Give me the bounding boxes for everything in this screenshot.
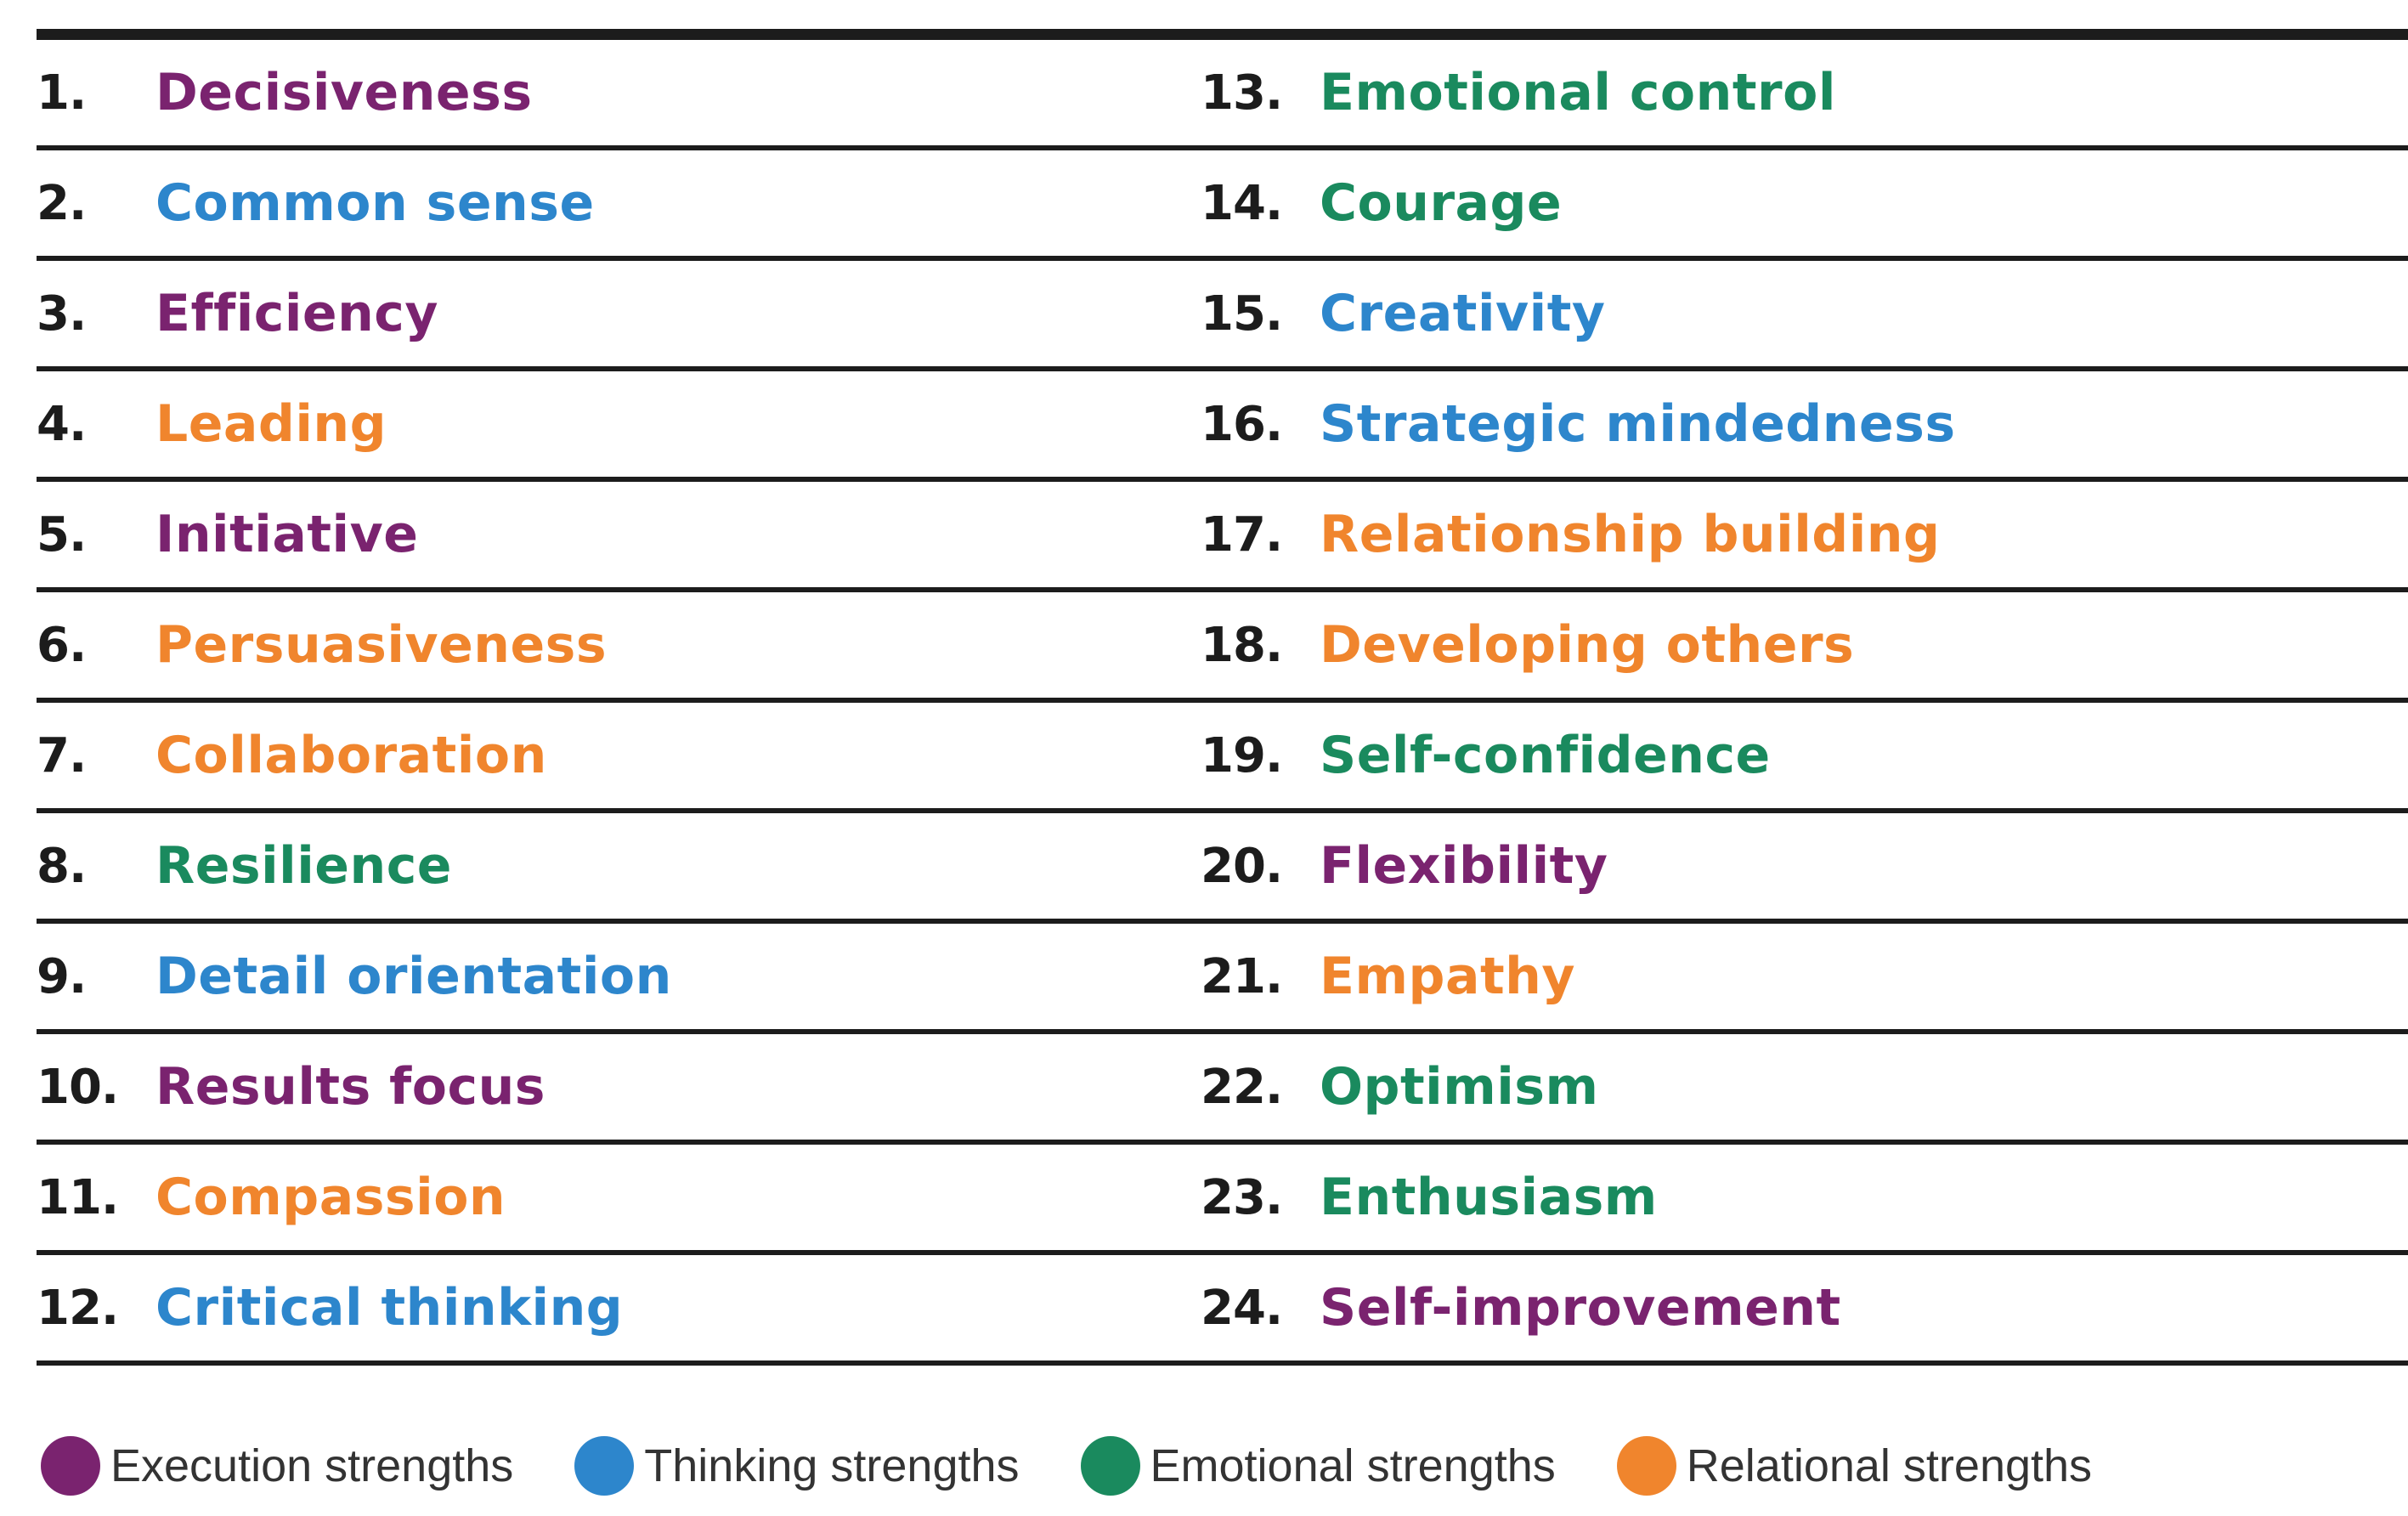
rank-number: 23. bbox=[1201, 1169, 1283, 1225]
strength-row: 2. Common sense bbox=[37, 150, 1201, 261]
rank-number: 9. bbox=[37, 948, 87, 1004]
legend-item-thinking: Thinking strengths bbox=[574, 1436, 1020, 1496]
rank-number: 8. bbox=[37, 838, 87, 894]
strength-label: Efficiency bbox=[155, 284, 438, 343]
strength-row: 20. Flexibility bbox=[1201, 813, 2408, 924]
strength-row: 15. Creativity bbox=[1201, 261, 2408, 371]
strength-row: 6. Persuasiveness bbox=[37, 592, 1201, 703]
rank-number: 4. bbox=[37, 396, 87, 452]
strength-label: Developing others bbox=[1320, 615, 1855, 675]
top-rule bbox=[37, 29, 1201, 40]
legend-label: Emotional strengths bbox=[1150, 1440, 1556, 1491]
rank-number: 19. bbox=[1201, 727, 1283, 783]
rank-number: 2. bbox=[37, 175, 87, 231]
rank-number: 16. bbox=[1201, 396, 1283, 452]
strength-label: Emotional control bbox=[1320, 63, 1836, 122]
rank-number: 22. bbox=[1201, 1059, 1283, 1115]
strength-row: 4. Leading bbox=[37, 371, 1201, 482]
strength-label: Self-improvement bbox=[1320, 1278, 1841, 1338]
strength-label: Self-confidence bbox=[1320, 726, 1771, 785]
strength-row: 18. Developing others bbox=[1201, 592, 2408, 703]
strengths-column-right: 13. Emotional control 14. Courage 15. Creativ… bbox=[1201, 29, 2408, 1366]
strength-row: 5. Initiative bbox=[37, 482, 1201, 592]
strength-row: 12. Critical thinking bbox=[37, 1255, 1201, 1366]
rank-number: 20. bbox=[1201, 838, 1283, 894]
rank-number: 13. bbox=[1201, 65, 1283, 121]
legend: Execution strengths Thinking strengths Emo… bbox=[41, 1436, 2153, 1496]
rank-number: 14. bbox=[1201, 175, 1283, 231]
strength-row: 13. Emotional control bbox=[1201, 40, 2408, 150]
strength-row: 9. Detail orientation bbox=[37, 924, 1201, 1034]
strength-row: 14. Courage bbox=[1201, 150, 2408, 261]
rank-number: 24. bbox=[1201, 1280, 1283, 1336]
rank-number: 17. bbox=[1201, 506, 1283, 563]
strength-label: Decisiveness bbox=[155, 63, 533, 122]
strength-label: Courage bbox=[1320, 173, 1563, 233]
legend-label: Relational strengths bbox=[1686, 1440, 2093, 1491]
strength-label: Enthusiasm bbox=[1320, 1168, 1658, 1227]
legend-item-relational: Relational strengths bbox=[1616, 1436, 2093, 1496]
legend-item-emotional: Emotional strengths bbox=[1080, 1436, 1556, 1496]
legend-dot-icon bbox=[574, 1436, 635, 1496]
strength-label: Initiative bbox=[155, 505, 419, 564]
rank-number: 7. bbox=[37, 727, 87, 783]
strength-label: Flexibility bbox=[1320, 836, 1608, 896]
legend-dot-icon bbox=[1616, 1436, 1676, 1496]
strength-label: Resilience bbox=[155, 836, 452, 896]
strength-label: Collaboration bbox=[155, 726, 547, 785]
strength-label: Persuasiveness bbox=[155, 615, 608, 675]
strength-row: 24. Self-improvement bbox=[1201, 1255, 2408, 1366]
strength-label: Relationship building bbox=[1320, 505, 1941, 564]
strength-row: 8. Resilience bbox=[37, 813, 1201, 924]
rank-number: 18. bbox=[1201, 617, 1283, 673]
rank-number: 21. bbox=[1201, 948, 1283, 1004]
rank-number: 12. bbox=[37, 1280, 119, 1336]
legend-label: Execution strengths bbox=[110, 1440, 514, 1491]
strength-label: Creativity bbox=[1320, 284, 1606, 343]
strength-row: 21. Empathy bbox=[1201, 924, 2408, 1034]
strength-label: Empathy bbox=[1320, 947, 1575, 1006]
strength-row: 11. Compassion bbox=[37, 1145, 1201, 1255]
strength-row: 22. Optimism bbox=[1201, 1034, 2408, 1145]
strength-label: Compassion bbox=[155, 1168, 506, 1227]
strength-row: 7. Collaboration bbox=[37, 703, 1201, 813]
strength-label: Optimism bbox=[1320, 1057, 1599, 1117]
top-rule bbox=[1201, 29, 2408, 40]
strength-label: Leading bbox=[155, 394, 387, 454]
strength-row: 16. Strategic mindedness bbox=[1201, 371, 2408, 482]
rank-number: 15. bbox=[1201, 286, 1283, 342]
rank-number: 6. bbox=[37, 617, 87, 673]
rank-number: 10. bbox=[37, 1059, 119, 1115]
strength-label: Critical thinking bbox=[155, 1278, 624, 1338]
legend-dot-icon bbox=[41, 1436, 100, 1496]
rank-number: 3. bbox=[37, 286, 87, 342]
strength-row: 3. Efficiency bbox=[37, 261, 1201, 371]
rank-number: 5. bbox=[37, 506, 87, 563]
legend-item-execution: Execution strengths bbox=[41, 1436, 513, 1496]
strength-label: Detail orientation bbox=[155, 947, 672, 1006]
strength-row: 23. Enthusiasm bbox=[1201, 1145, 2408, 1255]
strength-row: 19. Self-confidence bbox=[1201, 703, 2408, 813]
legend-label: Thinking strengths bbox=[644, 1440, 1020, 1491]
strength-label: Common sense bbox=[155, 173, 595, 233]
legend-dot-icon bbox=[1080, 1436, 1140, 1496]
strength-row: 1. Decisiveness bbox=[37, 40, 1201, 150]
strength-row: 17. Relationship building bbox=[1201, 482, 2408, 592]
rank-number: 11. bbox=[37, 1169, 119, 1225]
strength-label: Results focus bbox=[155, 1057, 545, 1117]
strengths-column-left: 1. Decisiveness 2. Common sense 3. Efficiency… bbox=[37, 29, 1201, 1366]
rank-number: 1. bbox=[37, 65, 87, 121]
strength-label: Strategic mindedness bbox=[1320, 394, 1956, 454]
strength-row: 10. Results focus bbox=[37, 1034, 1201, 1145]
